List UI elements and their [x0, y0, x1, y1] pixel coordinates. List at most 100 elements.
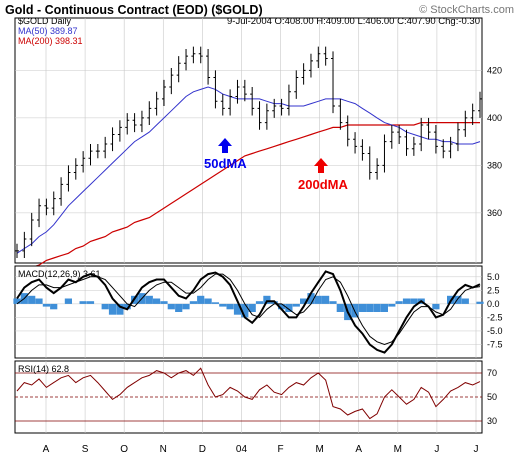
price-panel: 360 380 400 420 $GOLD Daily 9-Jul-2004 O:40… — [14, 16, 502, 273]
x-tick-label: D — [199, 444, 206, 455]
x-tick-label: J — [474, 444, 479, 455]
macd-histogram-bar — [373, 303, 381, 312]
ma200-line — [16, 122, 480, 273]
rsi-y-tick-labels: 30 50 70 — [487, 368, 497, 426]
ma200-legend: MA(200) 398.31 — [18, 36, 83, 46]
y-tick-label: 30 — [487, 416, 497, 426]
macd-histogram-bar — [35, 298, 43, 304]
macd-histogram-bar — [13, 298, 21, 304]
macd-histogram-bar — [123, 303, 131, 310]
macd-histogram-bar — [86, 301, 95, 304]
rsi-grid — [15, 361, 482, 433]
macd-histogram-bar — [116, 303, 124, 315]
x-tick-label: A — [43, 444, 50, 455]
price-bars — [15, 46, 482, 258]
chart-title: Gold - Continuous Contract (EOD) ($GOLD) — [5, 3, 263, 17]
macd-histogram-bar — [204, 298, 212, 304]
y-tick-label: 400 — [487, 113, 502, 123]
macd-histogram-bar — [248, 303, 256, 312]
macd-histogram-bar — [366, 303, 374, 312]
macd-histogram-bar — [454, 295, 462, 304]
ohlc-readout: 9-Jul-2004 O:408.00 H:409.00 L:406.00 C:… — [227, 16, 480, 27]
y-tick-label: 360 — [487, 208, 502, 218]
ma200-annotation-label: 200dMA — [298, 177, 348, 192]
ma50-line — [16, 86, 481, 254]
y-tick-label: -5.0 — [487, 326, 503, 336]
macd-panel-frame — [14, 265, 483, 359]
macd-histogram-bar — [410, 298, 418, 304]
macd-histogram-bar — [211, 302, 219, 304]
x-tick-label: 04 — [236, 444, 248, 455]
macd-histogram-bar — [160, 301, 168, 304]
x-tick-label: O — [120, 444, 128, 455]
macd-histogram-bar — [336, 303, 344, 312]
macd-histogram-bar — [226, 303, 234, 310]
y-tick-label: 0.0 — [487, 299, 500, 309]
macd-histogram-bar — [182, 303, 190, 310]
x-tick-label: J — [434, 444, 439, 455]
price-panel-frame — [14, 17, 483, 264]
macd-histogram-bar — [167, 303, 175, 310]
symbol-label: $GOLD Daily — [18, 16, 72, 26]
macd-histogram-bar — [189, 301, 197, 304]
x-tick-label: M — [394, 444, 402, 455]
macd-histogram-bar — [263, 295, 271, 304]
macd-histogram-bar — [314, 295, 322, 304]
macd-histogram-bar — [153, 298, 161, 304]
x-axis-labels: A S O N D 04 F M A M J J — [43, 444, 479, 455]
macd-y-tick-labels: -7.5 -5.0 -2.5 0.0 2.5 5.0 — [487, 272, 503, 350]
macd-histogram-bar — [50, 303, 58, 310]
price-y-tick-labels: 360 380 400 420 — [487, 65, 502, 218]
macd-histogram-bar — [300, 298, 308, 304]
macd-label: MACD(12,26,9) 3.61 — [18, 269, 101, 279]
copyright-label: © StockCharts.com — [419, 4, 514, 16]
macd-histogram-bar — [461, 298, 469, 304]
macd-signal-line — [16, 273, 481, 346]
macd-histogram-bar — [388, 303, 396, 307]
macd-histogram-bar — [175, 303, 183, 312]
price-grid — [15, 18, 482, 263]
macd-histogram-bar — [241, 303, 249, 318]
y-tick-label: -7.5 — [487, 339, 503, 349]
rsi-label: RSI(14) 62.8 — [18, 364, 69, 374]
macd-histogram-bar — [255, 301, 264, 304]
rsi-line — [16, 367, 481, 420]
ma50-annotation-arrow — [218, 138, 232, 153]
ma50-annotation-label: 50dMA — [204, 156, 247, 171]
macd-histogram-bar — [219, 303, 227, 307]
rsi-panel: 30 50 70 RSI(14) 62.8 — [14, 360, 497, 434]
macd-histogram-bar — [108, 303, 117, 315]
macd-histogram-bar — [307, 293, 315, 304]
macd-histogram-bar — [329, 301, 337, 304]
macd-histogram-bar — [64, 298, 72, 304]
ma200-annotation-arrow — [314, 158, 328, 173]
macd-histogram-bar — [322, 295, 330, 304]
macd-histogram-bar — [292, 303, 300, 307]
macd-histogram-bar — [358, 303, 366, 312]
macd-histogram-bar — [28, 295, 36, 304]
x-tick-label: A — [355, 444, 362, 455]
macd-histogram-bar — [145, 295, 153, 304]
macd-histogram-bar — [285, 303, 293, 312]
y-tick-label: -2.5 — [487, 312, 503, 322]
y-tick-label: 70 — [487, 368, 497, 378]
x-tick-label: F — [277, 444, 283, 455]
macd-histogram-bar — [395, 301, 403, 304]
macd-histogram-bar — [101, 303, 109, 310]
macd-histogram-bar — [380, 303, 388, 312]
y-tick-label: 2.5 — [487, 285, 500, 295]
macd-histogram-bar — [432, 303, 440, 310]
y-tick-label: 380 — [487, 160, 502, 170]
macd-histogram-bar — [197, 295, 205, 304]
macd-histogram-bar — [42, 303, 50, 307]
macd-histogram-bar — [233, 303, 242, 315]
macd-panel: -7.5 -5.0 -2.5 0.0 2.5 5.0 MACD(12,26,9) 3.61 — [13, 265, 503, 359]
macd-histogram-bar — [278, 303, 286, 310]
x-tick-label: N — [160, 444, 167, 455]
x-tick-label: S — [82, 444, 89, 455]
macd-histogram-bar — [476, 301, 484, 304]
macd-line — [16, 270, 481, 354]
macd-histogram-bar — [402, 298, 411, 304]
y-tick-label: 5.0 — [487, 272, 500, 282]
